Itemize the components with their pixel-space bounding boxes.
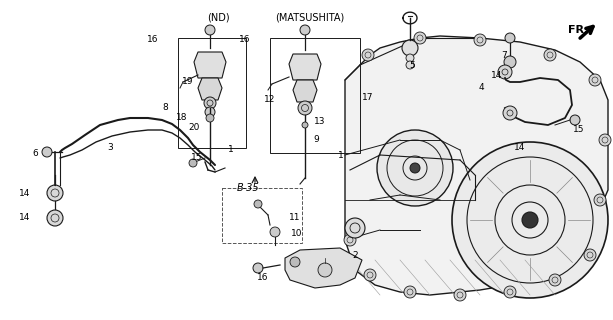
- Circle shape: [404, 286, 416, 298]
- Polygon shape: [293, 80, 317, 102]
- Circle shape: [47, 210, 63, 226]
- Circle shape: [42, 147, 52, 157]
- Text: 7: 7: [501, 51, 507, 60]
- Bar: [178, 38, 246, 148]
- Text: 8: 8: [162, 102, 168, 111]
- Polygon shape: [194, 52, 226, 78]
- Circle shape: [599, 134, 611, 146]
- Circle shape: [47, 185, 63, 201]
- Text: 3: 3: [107, 143, 113, 153]
- Text: 14: 14: [20, 188, 31, 197]
- Text: 15: 15: [191, 153, 203, 162]
- Text: 20: 20: [188, 124, 200, 132]
- Polygon shape: [345, 36, 608, 295]
- Circle shape: [452, 142, 608, 298]
- Text: (MATSUSHITA): (MATSUSHITA): [275, 13, 345, 23]
- Text: B-35: B-35: [237, 183, 259, 193]
- Text: 4: 4: [478, 84, 484, 92]
- Text: 9: 9: [313, 135, 319, 145]
- Text: 18: 18: [177, 113, 188, 122]
- Circle shape: [402, 40, 418, 56]
- Circle shape: [505, 33, 515, 43]
- Circle shape: [503, 106, 517, 120]
- Text: 10: 10: [291, 228, 303, 237]
- Text: 14: 14: [20, 213, 31, 222]
- Text: 16: 16: [147, 36, 159, 44]
- Circle shape: [454, 289, 466, 301]
- Circle shape: [300, 25, 310, 35]
- Circle shape: [474, 34, 486, 46]
- Circle shape: [298, 101, 312, 115]
- Circle shape: [377, 130, 453, 206]
- Text: 2: 2: [352, 251, 358, 260]
- Circle shape: [549, 274, 561, 286]
- Circle shape: [318, 263, 332, 277]
- Circle shape: [189, 159, 197, 167]
- Circle shape: [345, 218, 365, 238]
- Circle shape: [406, 61, 414, 69]
- Text: (ND): (ND): [207, 13, 229, 23]
- Circle shape: [414, 32, 426, 44]
- Text: 11: 11: [289, 212, 301, 221]
- Circle shape: [522, 212, 538, 228]
- Text: 15: 15: [573, 125, 585, 134]
- Text: 6: 6: [32, 149, 38, 158]
- Circle shape: [204, 97, 216, 109]
- Circle shape: [344, 234, 356, 246]
- Text: 1: 1: [228, 146, 234, 155]
- Text: 16: 16: [239, 36, 251, 44]
- Circle shape: [498, 65, 512, 79]
- Circle shape: [504, 286, 516, 298]
- Circle shape: [254, 200, 262, 208]
- Circle shape: [504, 56, 516, 68]
- Text: 5: 5: [409, 60, 415, 69]
- Circle shape: [270, 227, 280, 237]
- Text: FR.: FR.: [568, 25, 588, 35]
- Text: 19: 19: [182, 77, 194, 86]
- Text: 17: 17: [362, 92, 374, 101]
- Text: 1: 1: [338, 150, 344, 159]
- Circle shape: [544, 49, 556, 61]
- Circle shape: [364, 269, 376, 281]
- Circle shape: [302, 122, 308, 128]
- Circle shape: [406, 54, 414, 62]
- Text: 12: 12: [264, 95, 276, 105]
- Bar: [270, 38, 360, 153]
- Circle shape: [290, 257, 300, 267]
- Circle shape: [410, 163, 420, 173]
- Circle shape: [253, 263, 263, 273]
- Circle shape: [570, 115, 580, 125]
- Polygon shape: [198, 78, 222, 100]
- Text: 13: 13: [314, 117, 326, 126]
- Text: 14: 14: [491, 70, 503, 79]
- Polygon shape: [285, 248, 362, 288]
- Polygon shape: [289, 54, 321, 80]
- Circle shape: [594, 194, 606, 206]
- Bar: [222, 188, 302, 243]
- Circle shape: [206, 114, 214, 122]
- Circle shape: [584, 249, 596, 261]
- Text: 16: 16: [257, 274, 268, 283]
- Circle shape: [362, 49, 374, 61]
- Text: 14: 14: [514, 143, 526, 153]
- Circle shape: [205, 107, 215, 117]
- Circle shape: [589, 74, 601, 86]
- Circle shape: [205, 25, 215, 35]
